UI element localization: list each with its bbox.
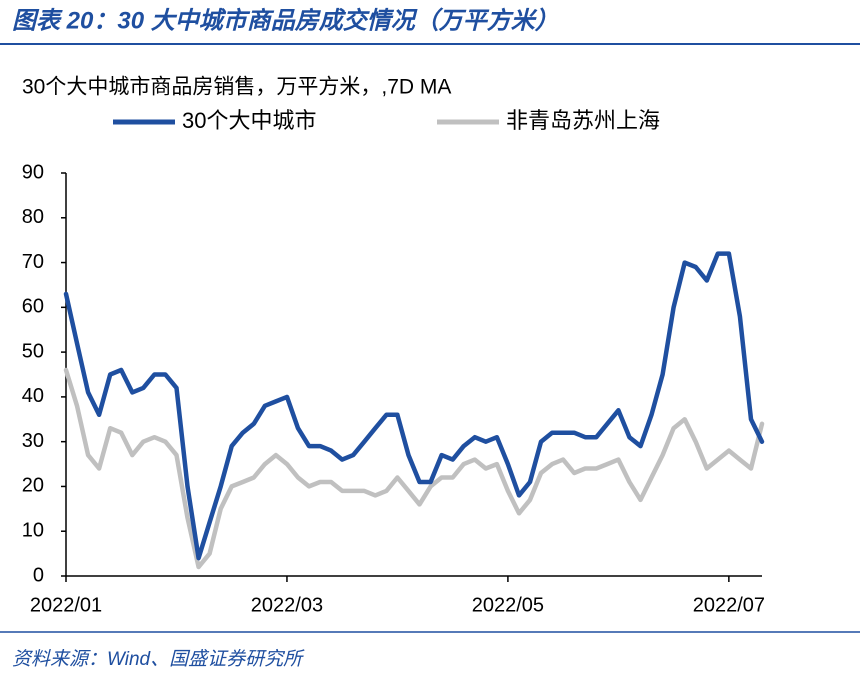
legend-label: 非青岛苏州上海	[506, 108, 660, 133]
y-tick-label: 50	[22, 340, 44, 362]
x-tick-label: 2022/01	[30, 594, 102, 616]
header-title: 图表 20：30 大中城市商品房成交情况（万平方米）	[12, 6, 559, 34]
series-line	[63, 367, 765, 570]
y-tick-label: 20	[22, 475, 44, 497]
x-tick-label: 2022/03	[251, 594, 323, 616]
y-tick-label: 70	[22, 251, 44, 273]
y-tick-label: 10	[22, 520, 44, 542]
y-tick-label: 60	[22, 296, 44, 318]
y-tick-label: 0	[33, 564, 44, 586]
y-tick-label: 40	[22, 385, 44, 407]
series-line	[63, 251, 765, 561]
legend-label: 30个大中城市	[182, 108, 316, 133]
source-note: 资料来源：Wind、国盛证券研究所	[12, 648, 305, 670]
y-tick-label: 90	[22, 161, 44, 183]
chart-subtitle: 30个大中城市商品房销售，万平方米，,7D MA	[22, 76, 451, 99]
x-tick-label: 2022/05	[472, 594, 544, 616]
y-tick-label: 30	[22, 430, 44, 452]
x-tick-label: 2022/07	[693, 594, 765, 616]
y-tick-label: 80	[22, 206, 44, 228]
